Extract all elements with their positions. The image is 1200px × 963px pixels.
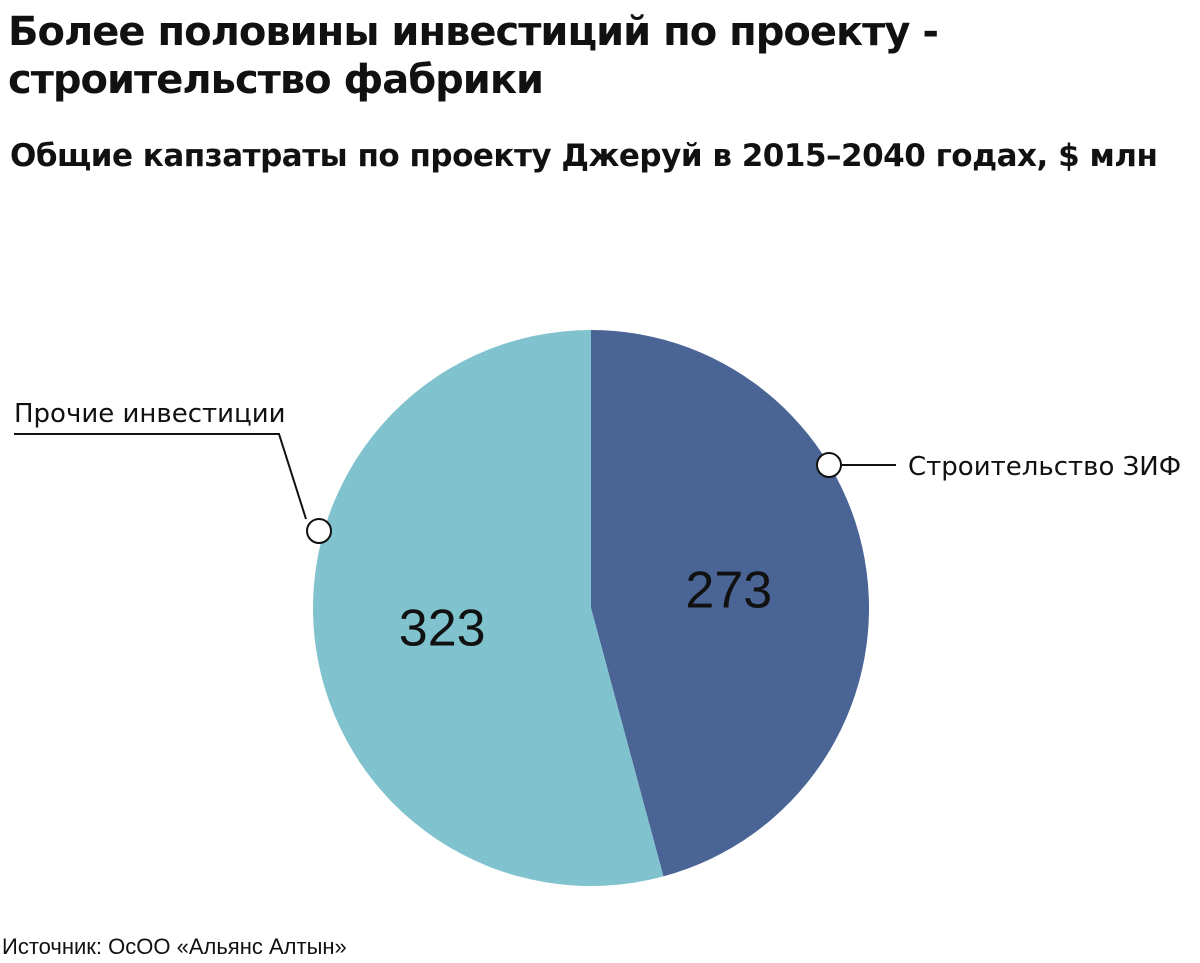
leader-dot — [306, 518, 332, 544]
slice-value-label: 323 — [399, 600, 486, 658]
slice-value-label: 273 — [685, 562, 772, 620]
leader-dot — [816, 452, 842, 478]
chart-title: Более половины инвестиций по проекту - с… — [8, 9, 939, 103]
leader-line — [14, 433, 307, 520]
pie-slice — [591, 330, 870, 877]
slice-category-label: Строительство ЗИФ — [908, 452, 1181, 482]
slice-category-label: Прочие инвестиции — [14, 399, 286, 429]
pie-slice — [313, 330, 664, 886]
chart-subtitle: Общие капзатраты по проекту Джеруй в 201… — [10, 138, 1158, 174]
source-note: Источник: ОсОО «Альянс Алтын» — [2, 934, 347, 959]
